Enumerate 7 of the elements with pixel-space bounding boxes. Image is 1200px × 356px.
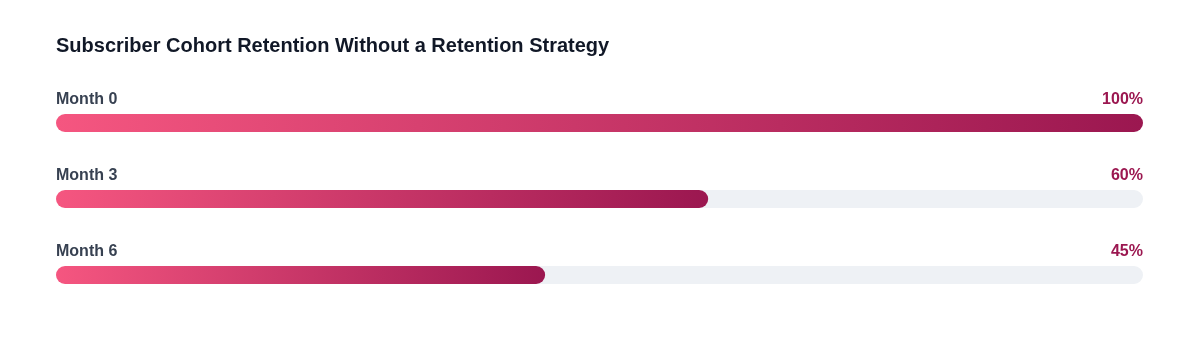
y-tick-label: Month 0: [56, 90, 118, 107]
data-label: 45%: [1110, 242, 1143, 259]
y-tick-label: Month 6: [56, 242, 118, 259]
y-tick-label: Month 3: [56, 166, 118, 183]
chart-title: Subscriber Cohort Retention Without a Retention Strategy: [56, 34, 611, 56]
data-label: 100%: [1102, 90, 1143, 107]
data-label: 60%: [1110, 166, 1143, 183]
